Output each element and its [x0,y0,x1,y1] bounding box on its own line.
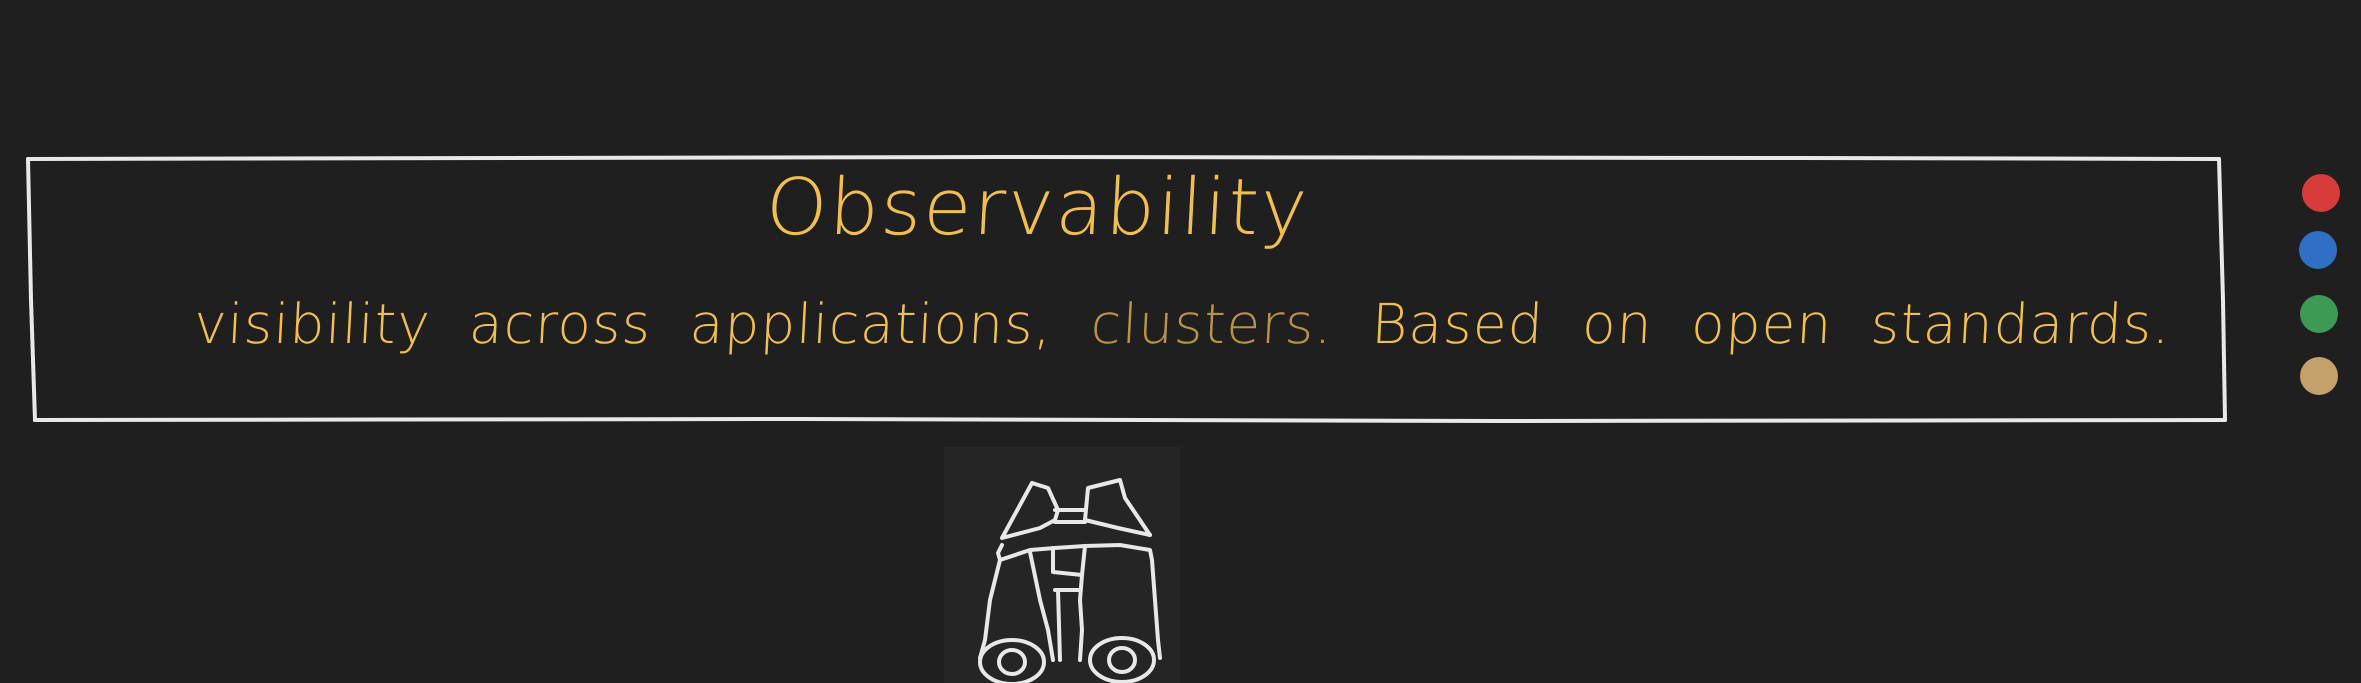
color-swatch-red[interactable] [2302,174,2340,212]
binoculars-icon [944,447,1180,683]
frame-box [26,155,2227,423]
subtitle-part-1: visibility across applications, [192,292,1055,356]
subtitle-part-2: clusters. [1089,292,1335,356]
diagram-subtitle: visibility across applications, clusters… [192,292,2172,356]
color-swatch-tan[interactable] [2300,357,2338,395]
color-swatch-blue[interactable] [2299,231,2337,269]
subtitle-part-3: Based on open standards. [1369,292,2173,356]
color-swatch-green[interactable] [2300,295,2338,333]
diagram-title: Observability [763,163,1312,253]
